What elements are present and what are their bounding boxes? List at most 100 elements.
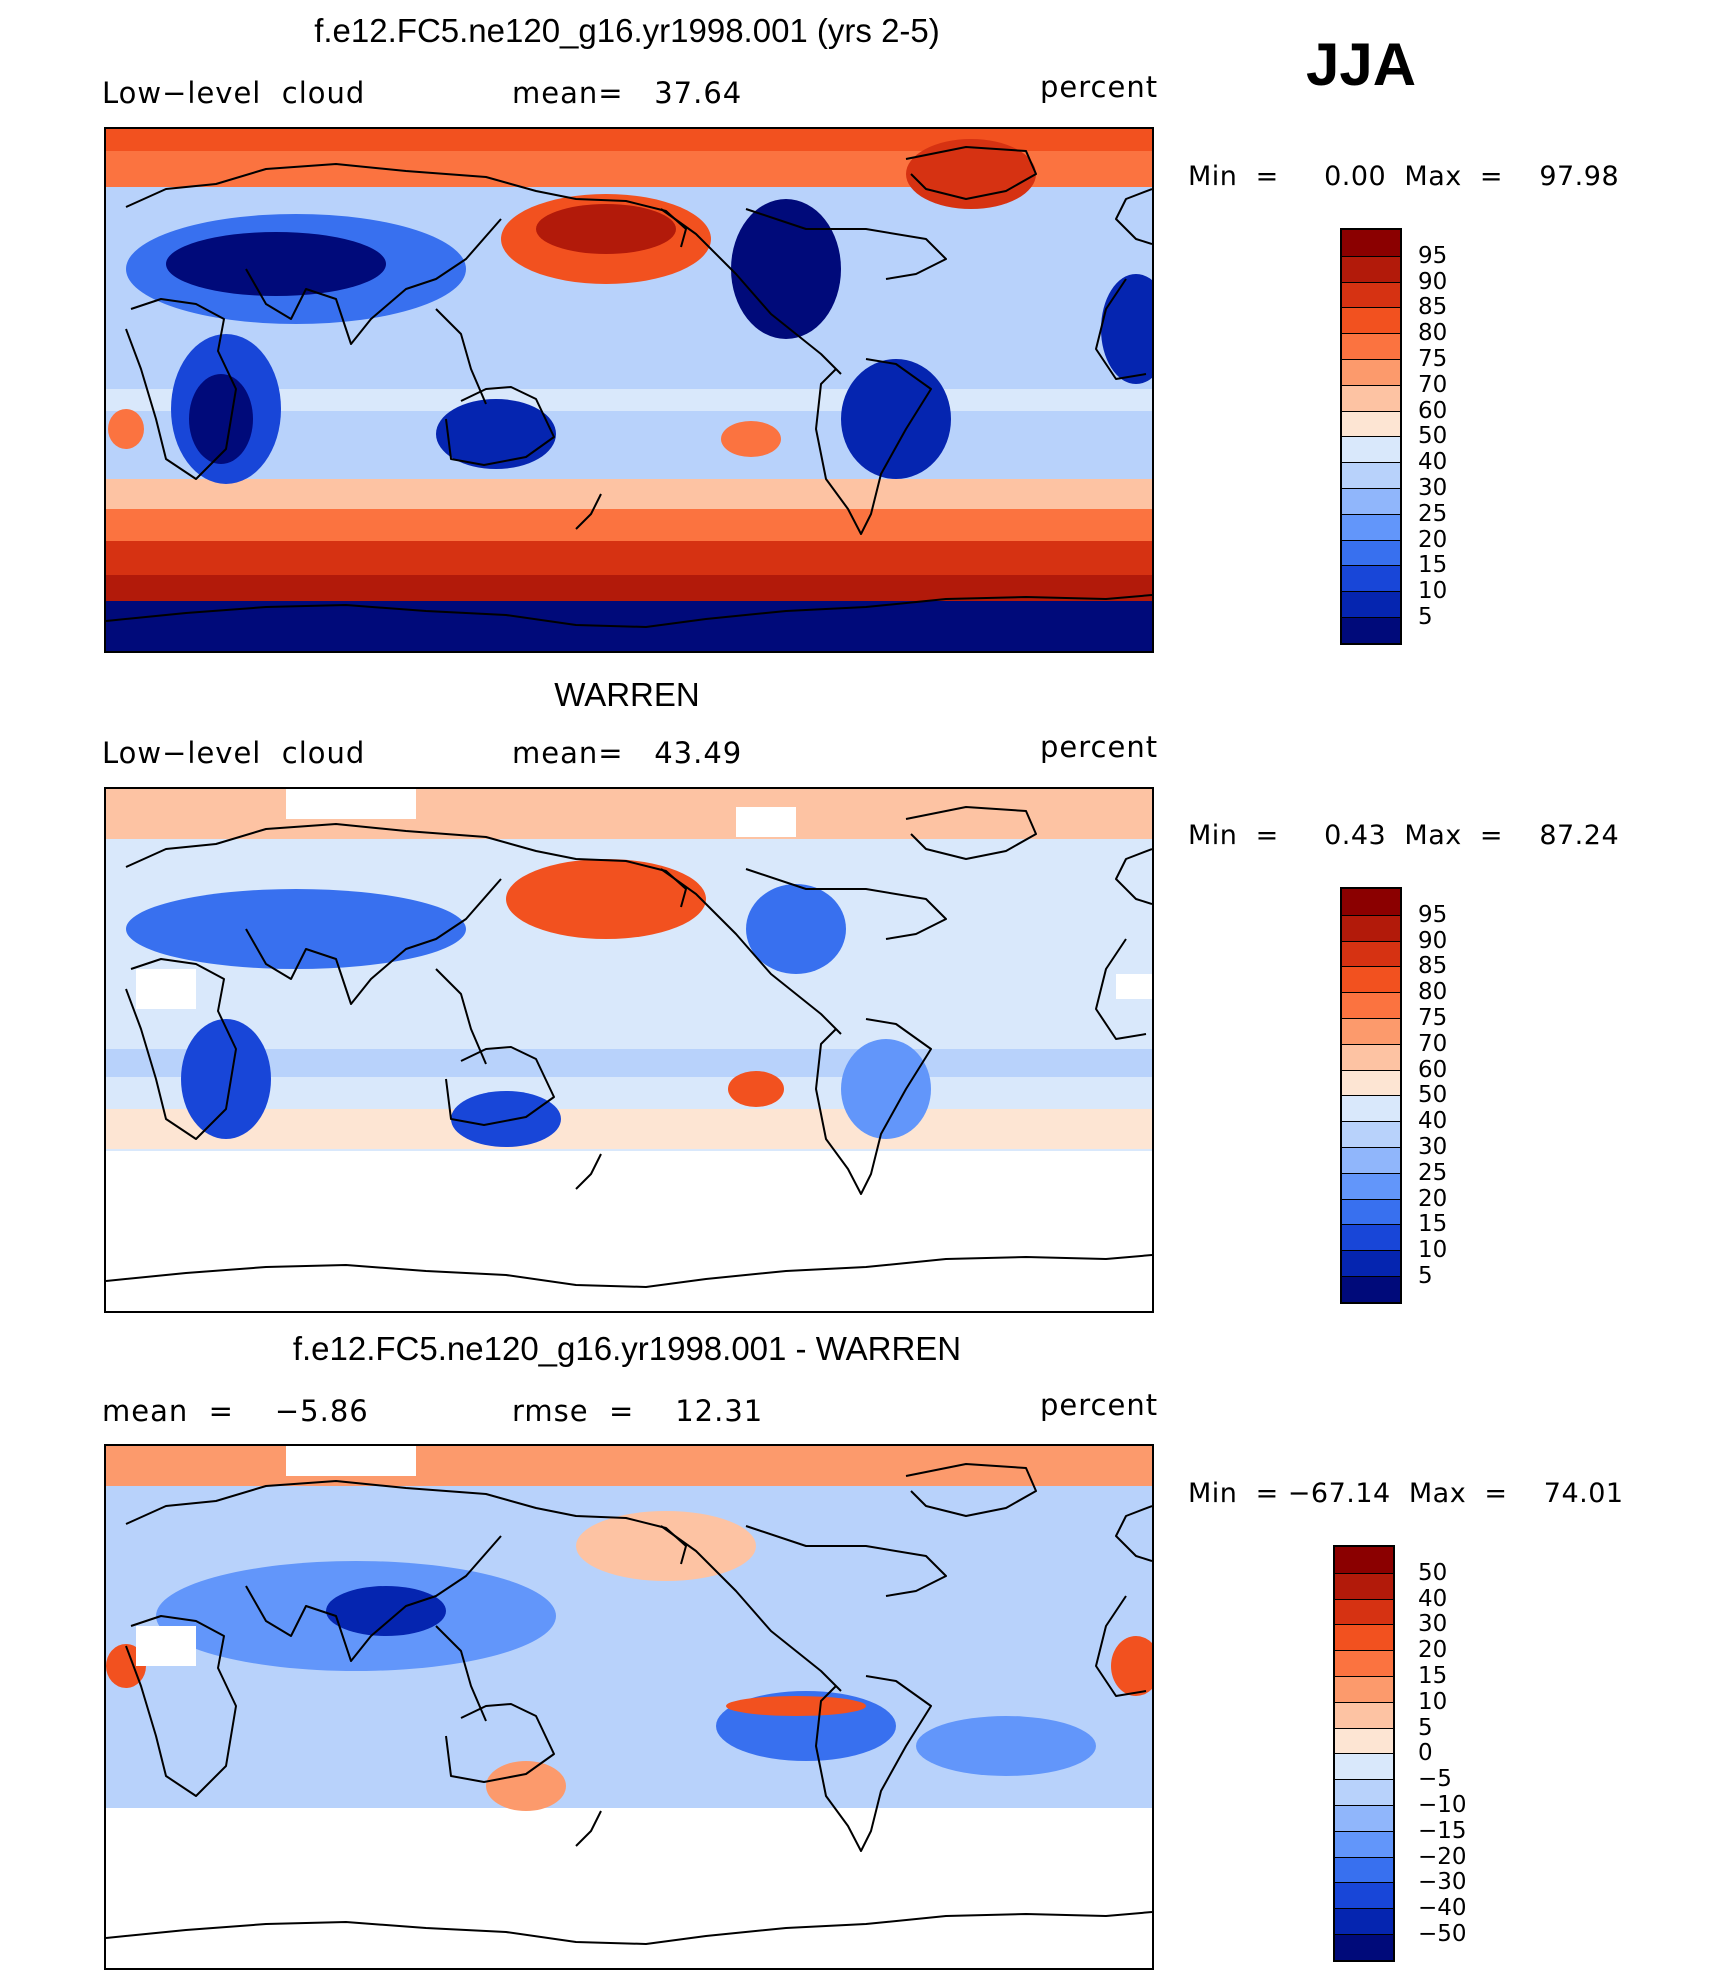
coastline — [745, 208, 947, 280]
world-map-icon — [106, 129, 1152, 651]
colorbar-tick-label: 30 — [1418, 475, 1448, 501]
coastline — [660, 868, 842, 1035]
colorbar-swatch — [1342, 565, 1400, 592]
map-shape — [126, 889, 466, 969]
coastline — [1115, 848, 1152, 905]
colorbar-tick-label: 40 — [1418, 449, 1448, 476]
colorbar-swatch — [1342, 1095, 1400, 1122]
coastline — [445, 1703, 555, 1783]
colorbar-swatch — [1342, 1172, 1400, 1199]
panel-title: WARREN — [554, 676, 700, 713]
colorbar-tick-label: 60 — [1418, 397, 1448, 424]
colorbar-tick-label: 70 — [1418, 1030, 1448, 1057]
coastline — [575, 493, 602, 530]
colorbar-swatch — [1342, 358, 1400, 385]
map-shape — [106, 1109, 1152, 1149]
colorbar-tick-label: 50 — [1418, 1082, 1448, 1109]
colorbar-tick-label: 80 — [1418, 979, 1448, 1006]
coastline — [815, 1675, 932, 1852]
colorbar-swatch — [1342, 487, 1400, 514]
colorbar-swatch — [1342, 281, 1400, 308]
colorbar-tick-label: 70 — [1418, 371, 1448, 398]
colorbar — [1333, 1545, 1395, 1962]
colorbar-swatch — [1335, 1804, 1393, 1831]
colorbar-tick-label: 60 — [1418, 1056, 1448, 1083]
map-shape — [106, 1151, 1152, 1311]
colorbar-tick-label: −20 — [1418, 1843, 1467, 1870]
panel-title: f.e12.FC5.ne120_g16.yr1998.001 (yrs 2-5) — [314, 12, 940, 49]
colorbar-tick-label: 50 — [1418, 1559, 1448, 1586]
map-shape — [841, 1039, 931, 1139]
map-shape — [506, 859, 706, 939]
colorbar-swatch — [1342, 307, 1400, 334]
coastline — [660, 1525, 842, 1692]
map-shape — [721, 421, 781, 457]
colorbar-swatch — [1342, 616, 1400, 643]
coastline — [1115, 188, 1152, 245]
coastline — [245, 1535, 502, 1662]
colorbar-swatch — [1342, 1275, 1400, 1302]
min-max-label: Min = 0.00 Max = 97.98 — [1188, 161, 1620, 192]
map-shape — [106, 479, 1152, 509]
colorbar-swatch — [1342, 513, 1400, 540]
map-shape — [436, 399, 556, 469]
colorbar-tick-label: 10 — [1418, 578, 1448, 605]
map-shape — [106, 541, 1152, 575]
map-shape — [181, 1019, 271, 1139]
colorbar-tick-label: −15 — [1418, 1817, 1467, 1844]
colorbar-tick-label: 0 — [1418, 1740, 1433, 1767]
map-shape — [108, 409, 144, 449]
colorbar-tick-label: −40 — [1418, 1895, 1467, 1922]
world-map-obs — [104, 787, 1154, 1313]
colorbar-tick-label: −30 — [1418, 1869, 1467, 1896]
map-shape — [536, 204, 676, 254]
colorbar-tick-label: 25 — [1418, 500, 1448, 527]
colorbar-tick-label: 95 — [1418, 242, 1448, 269]
colorbar-tick-label: −5 — [1418, 1766, 1452, 1793]
colorbar-tick-label: 75 — [1418, 1005, 1448, 1031]
map-shape — [106, 1446, 1152, 1486]
map-shape — [326, 1586, 446, 1636]
map-shape — [1101, 274, 1152, 384]
coastline — [125, 1480, 687, 1565]
world-map-icon — [106, 1446, 1152, 1968]
colorbar-swatch — [1342, 1146, 1400, 1173]
coastline — [125, 1615, 237, 1797]
map-shape — [286, 789, 416, 819]
colorbar-swatch — [1342, 992, 1400, 1018]
colorbar-swatch — [1335, 1830, 1393, 1857]
colorbar-swatch — [1342, 889, 1400, 915]
panel-title: f.e12.FC5.ne120_g16.yr1998.001 - WARREN — [292, 1330, 962, 1367]
colorbar-swatch — [1342, 914, 1400, 941]
colorbar-swatch — [1335, 1624, 1393, 1651]
colorbar-tick-label: 75 — [1418, 346, 1448, 372]
colorbar-swatch — [1342, 1250, 1400, 1276]
coastline — [815, 1018, 932, 1195]
min-max-label: Min = 0.43 Max = 87.24 — [1188, 820, 1620, 851]
coastline — [125, 958, 237, 1140]
world-map-diff — [104, 1444, 1154, 1970]
map-shape — [189, 374, 253, 464]
season-label: JJA — [1306, 31, 1417, 98]
colorbar-swatch — [1342, 1121, 1400, 1147]
colorbar-tick-label: 10 — [1418, 1688, 1448, 1715]
colorbar-swatch — [1342, 436, 1400, 463]
colorbar-tick-label: 15 — [1418, 1663, 1448, 1689]
colorbar-tick-label: 10 — [1418, 1237, 1448, 1264]
map-shape — [136, 1626, 196, 1666]
colorbar-tick-label: −10 — [1418, 1792, 1467, 1818]
colorbar-swatch — [1335, 1572, 1393, 1599]
coastline — [575, 1153, 602, 1190]
colorbar-tick-label: −50 — [1418, 1921, 1467, 1947]
colorbar-tick-label: 15 — [1418, 1211, 1448, 1238]
coastline — [445, 386, 555, 466]
colorbar-swatch — [1342, 1069, 1400, 1096]
map-shape — [746, 884, 846, 974]
colorbar-tick-label: 30 — [1418, 1134, 1448, 1160]
map-shape — [576, 1511, 756, 1581]
coastline — [435, 968, 487, 1065]
coastline — [575, 1810, 602, 1847]
map-shape — [726, 1696, 866, 1716]
colorbar-tick-label: 90 — [1418, 268, 1448, 295]
colorbar-tick-label: 90 — [1418, 927, 1448, 954]
